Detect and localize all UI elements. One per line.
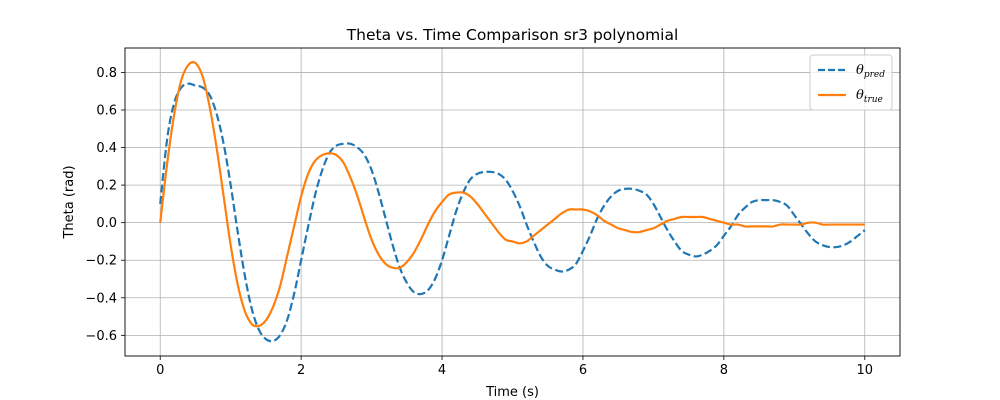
x-tick-label: 2 — [297, 363, 305, 378]
series-line-theta-true — [159, 60, 865, 328]
y-axis-ticks: −0.6 −0.4 −0.2 0.0 0.2 0.4 0.6 0.8 — [85, 66, 125, 344]
legend-label-pred: θpred — [856, 63, 885, 80]
y-tick-label: 0.4 — [96, 141, 117, 156]
plot-lines — [159, 60, 866, 343]
y-tick-label: −0.4 — [85, 291, 117, 306]
legend: θpred θtrue — [809, 54, 893, 111]
legend-box — [809, 54, 893, 111]
x-axis-label: Time (s) — [485, 385, 539, 400]
grid — [125, 48, 900, 356]
x-tick-label: 8 — [720, 363, 728, 378]
chart-title: Theta vs. Time Comparison sr3 polynomial — [346, 26, 679, 44]
x-tick-label: 10 — [856, 363, 873, 378]
series-line-theta-pred — [159, 82, 866, 343]
x-tick-label: 6 — [579, 363, 587, 378]
plot-frame — [124, 47, 901, 357]
x-axis-ticks: 0 2 4 6 8 10 — [156, 356, 873, 378]
y-tick-label: 0.0 — [96, 216, 117, 231]
legend-label-true: θtrue — [856, 88, 883, 105]
y-tick-label: −0.6 — [85, 329, 117, 344]
y-tick-label: 0.6 — [96, 103, 117, 118]
y-tick-label: 0.8 — [96, 66, 117, 81]
x-tick-label: 0 — [156, 363, 164, 378]
y-tick-label: −0.2 — [85, 254, 117, 269]
y-tick-label: 0.2 — [96, 179, 117, 194]
y-axis-label: Theta (rad) — [62, 165, 77, 239]
x-tick-label: 4 — [438, 363, 446, 378]
